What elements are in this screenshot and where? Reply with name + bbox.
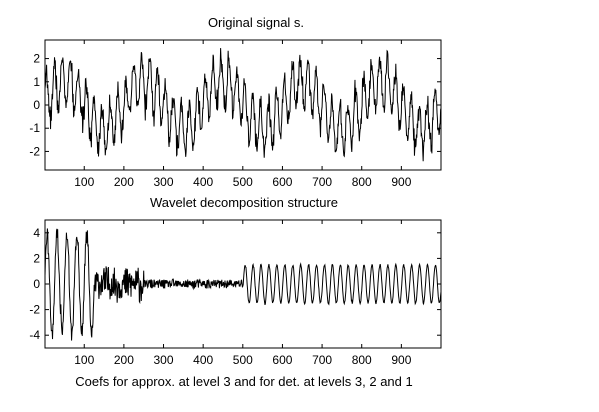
x-tick-label: 200 <box>114 175 134 189</box>
x-tick-label: 500 <box>233 175 253 189</box>
series-line <box>44 48 442 162</box>
y-tick-label: 0 <box>33 277 40 291</box>
x-tick-label: 100 <box>74 175 94 189</box>
x-tick-label: 300 <box>154 353 174 367</box>
x-tick-label: 600 <box>272 175 292 189</box>
chart-title: Wavelet decomposition structure <box>150 195 338 210</box>
x-tick-label: 800 <box>352 353 372 367</box>
x-tick-label: 100 <box>74 353 94 367</box>
x-tick-label: 200 <box>114 353 134 367</box>
panel-original-signal: Original signal s. 100 200 300 400 500 600 700… <box>29 15 442 189</box>
x-tick-label: 900 <box>391 175 411 189</box>
y-tick-label: -2 <box>29 144 40 158</box>
axis-ticks: 100 200 300 400 500 600 700 800 900 -4 -2 0 2 4 <box>29 220 441 367</box>
y-tick-label: 1 <box>33 75 40 89</box>
y-tick-label: -1 <box>29 121 40 135</box>
y-tick-label: 4 <box>33 226 40 240</box>
x-tick-label: 800 <box>352 175 372 189</box>
y-tick-label: 2 <box>33 251 40 265</box>
y-tick-label: -4 <box>29 328 40 342</box>
x-tick-label: 400 <box>193 353 213 367</box>
x-axis-label: Coefs for approx. at level 3 and for det… <box>75 374 412 389</box>
x-tick-label: 300 <box>154 175 174 189</box>
x-tick-label: 700 <box>312 175 332 189</box>
x-tick-label: 400 <box>193 175 213 189</box>
x-tick-label: 900 <box>391 353 411 367</box>
chart-title: Original signal s. <box>208 15 304 30</box>
panel-decomposition: Wavelet decomposition structure 100 200 30… <box>29 195 442 389</box>
x-tick-label: 600 <box>272 353 292 367</box>
x-tick-label: 700 <box>312 353 332 367</box>
y-tick-label: -2 <box>29 303 40 317</box>
axis-ticks: 100 200 300 400 500 600 700 800 900 -2 -1 0 1 2 <box>29 40 441 189</box>
x-tick-label: 500 <box>233 353 253 367</box>
series-line <box>44 228 442 341</box>
y-tick-label: 2 <box>33 52 40 66</box>
y-tick-label: 0 <box>33 98 40 112</box>
